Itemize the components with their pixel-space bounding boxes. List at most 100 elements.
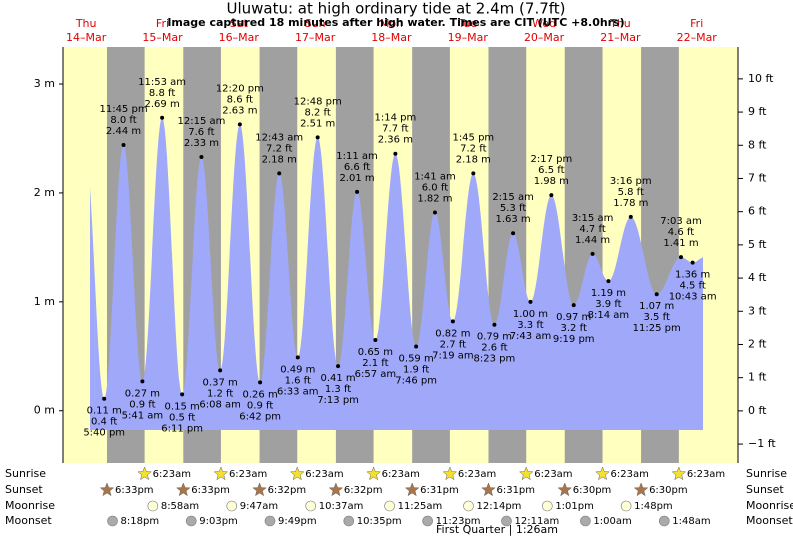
tide-point xyxy=(549,193,554,198)
row-label: Moonrise xyxy=(746,499,793,512)
tide-time: 1:41 am xyxy=(414,172,456,183)
tide-point xyxy=(590,251,595,256)
y-tick-label: 1 m xyxy=(34,295,55,308)
sunrise-icon xyxy=(213,466,229,481)
sunrise-time: 6:23am xyxy=(382,469,420,480)
date-label: 20–Mar xyxy=(524,31,565,44)
tide-time: 6:57 am xyxy=(355,369,397,380)
tide-time: 6:08 am xyxy=(199,399,241,410)
tide-ft: 7.7 ft xyxy=(382,124,408,135)
tide-time: 5:40 pm xyxy=(83,428,125,439)
sunset-icon xyxy=(557,482,573,497)
tide-m: 2.36 m xyxy=(378,135,413,146)
y2-tick-label: 7 ft xyxy=(748,171,767,184)
y-tick-label: 3 m xyxy=(34,77,55,90)
tide-time: 8:23 pm xyxy=(474,354,516,365)
tide-ft: 6.6 ft xyxy=(344,162,370,173)
tide-ft: 7.2 ft xyxy=(266,143,292,154)
tide-ft: 4.7 ft xyxy=(579,224,605,235)
tide-ft: 6.5 ft xyxy=(538,165,564,176)
moonrise-time: 8:58am xyxy=(161,501,199,512)
sunrise-icon xyxy=(137,466,152,481)
date-label: 15–Mar xyxy=(142,31,183,44)
moonrise-time: 10:37am xyxy=(319,501,364,512)
sunset-time: 6:30pm xyxy=(573,485,612,496)
tide-point xyxy=(237,122,242,127)
tide-ft: 7.2 ft xyxy=(460,143,486,154)
tide-time: 8:14 am xyxy=(588,310,630,321)
tide-ft: 0.9 ft xyxy=(247,400,273,411)
moonset-time: 1:00am xyxy=(593,516,631,527)
y-tick-label: 0 m xyxy=(34,404,55,417)
moonset-time: 9:03pm xyxy=(199,516,238,527)
moonset-time: 10:35pm xyxy=(357,516,402,527)
moonset-time: 9:49pm xyxy=(278,516,317,527)
tide-ft: 3.9 ft xyxy=(595,299,621,310)
sunrise-icon xyxy=(366,466,381,481)
tide-ft: 8.2 ft xyxy=(304,107,330,118)
tide-point xyxy=(414,344,419,349)
sunset-time: 6:33pm xyxy=(191,485,230,496)
tide-m: 2.44 m xyxy=(106,126,141,137)
tide-m: 1.44 m xyxy=(575,235,610,246)
moonset-icon xyxy=(422,515,433,527)
tide-ft: 0.4 ft xyxy=(91,417,117,428)
moonrise-time: 1:01pm xyxy=(555,501,594,512)
tide-m: 0.11 m xyxy=(87,406,122,417)
sunset-icon xyxy=(481,482,496,497)
tide-m: 1.07 m xyxy=(639,301,674,312)
tide-point xyxy=(315,135,320,140)
row-label: Sunset xyxy=(5,483,43,496)
sunrise-time: 6:23am xyxy=(687,469,725,480)
tide-time: 3:15 am xyxy=(572,213,614,224)
moonset-icon xyxy=(264,515,276,527)
tide-m: 1.36 m xyxy=(675,270,710,281)
moonset-icon xyxy=(185,515,197,527)
moonset-icon xyxy=(343,515,355,527)
tide-time: 6:42 pm xyxy=(239,411,281,422)
moonset-time: 1:48am xyxy=(672,516,710,527)
y2-tick-label: 4 ft xyxy=(748,271,767,284)
sunset-time: 6:33pm xyxy=(115,485,154,496)
weekday-label: Fri xyxy=(156,17,169,30)
tide-time: 12:43 am xyxy=(255,132,303,143)
tide-ft: 8.0 ft xyxy=(110,115,136,126)
sunrise-time: 6:23am xyxy=(611,469,649,480)
tide-ft: 1.2 ft xyxy=(207,388,233,399)
tide-time: 6:33 am xyxy=(277,386,319,397)
y2-tick-label: 2 ft xyxy=(748,337,767,350)
tide-time: 12:15 am xyxy=(177,116,225,127)
moonrise-icon xyxy=(620,500,632,512)
tide-m: 0.59 m xyxy=(399,353,434,364)
weekday-label: Thu xyxy=(75,17,97,30)
sunset-icon xyxy=(99,482,115,497)
row-label: Moonrise xyxy=(5,499,55,512)
moonrise-icon xyxy=(463,500,474,512)
tide-point xyxy=(277,171,282,176)
tide-ft: 6.0 ft xyxy=(422,183,448,194)
date-label: 19–Mar xyxy=(448,31,489,44)
tide-point xyxy=(199,154,204,159)
tide-time: 7:13 pm xyxy=(317,395,359,406)
sunrise-time: 6:23am xyxy=(229,469,267,480)
tide-point xyxy=(336,364,341,369)
tide-time: 3:16 pm xyxy=(610,176,652,187)
moonset-icon xyxy=(658,515,670,527)
tide-time: 11:25 pm xyxy=(633,323,681,334)
sunrise-time: 6:23am xyxy=(534,469,572,480)
moonrise-icon xyxy=(147,500,159,512)
tide-m: 2.18 m xyxy=(262,154,297,165)
tide-ft: 8.6 ft xyxy=(227,94,253,105)
tide-time: 1:45 pm xyxy=(452,132,494,143)
row-label: Moonset xyxy=(5,514,52,527)
tide-ft: 8.8 ft xyxy=(149,88,175,99)
moonrise-icon xyxy=(305,500,317,512)
tide-time: 7:03 am xyxy=(660,216,702,227)
tide-point xyxy=(121,143,126,148)
sunrise-icon xyxy=(518,466,534,481)
tide-m: 2.63 m xyxy=(222,105,257,116)
sunset-time: 6:31pm xyxy=(496,485,535,496)
tide-ft: 1.3 ft xyxy=(325,384,351,395)
tide-m: 1.00 m xyxy=(513,309,548,320)
